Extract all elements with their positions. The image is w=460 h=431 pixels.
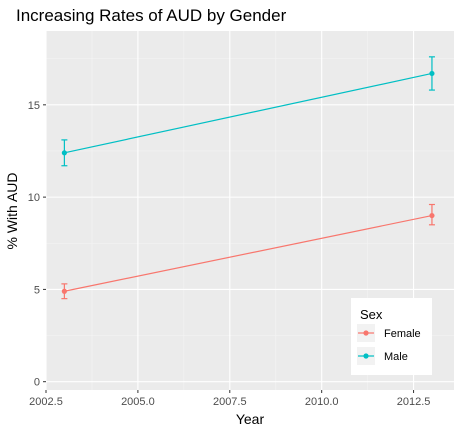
series-line-female <box>64 214 433 292</box>
x-tick-label: 2010.0 <box>305 396 339 408</box>
chart-title: Increasing Rates of AUD by Gender <box>16 6 287 25</box>
x-tick-label: 2002.5 <box>29 396 63 408</box>
y-axis-title: % With AUD <box>4 172 20 249</box>
series-line-male <box>64 72 433 154</box>
legend: Sex Female Male <box>351 298 432 375</box>
y-tick-label: 10 <box>28 192 40 204</box>
x-tick-label: 2007.5 <box>213 396 247 408</box>
data-point-male <box>61 150 67 156</box>
minor-gridlines <box>46 31 454 390</box>
x-axis-title: Year <box>236 411 265 427</box>
y-tick-label: 15 <box>28 100 40 112</box>
y-tick-label: 0 <box>34 377 40 389</box>
legend-title: Sex <box>360 307 383 322</box>
x-tick-label: 2012.5 <box>397 396 431 408</box>
y-tick-label: 5 <box>34 284 40 296</box>
data-point-female <box>429 212 435 219</box>
major-gridlines <box>45 31 454 390</box>
legend-key-point-female <box>363 330 369 336</box>
data-point-female <box>61 288 67 294</box>
legend-label-male: Male <box>384 351 408 363</box>
legend-label-female: Female <box>384 328 421 340</box>
series-layer <box>61 56 435 300</box>
x-tick-label: 2005.0 <box>121 396 155 408</box>
legend-key-point-male <box>363 353 369 359</box>
data-point-male <box>429 70 435 77</box>
legend-items: Female Male <box>357 324 421 365</box>
axes-layer: 2002.5 2005.0 2007.5 2010.0 2012.5 0 5 10 15 <box>28 100 431 408</box>
